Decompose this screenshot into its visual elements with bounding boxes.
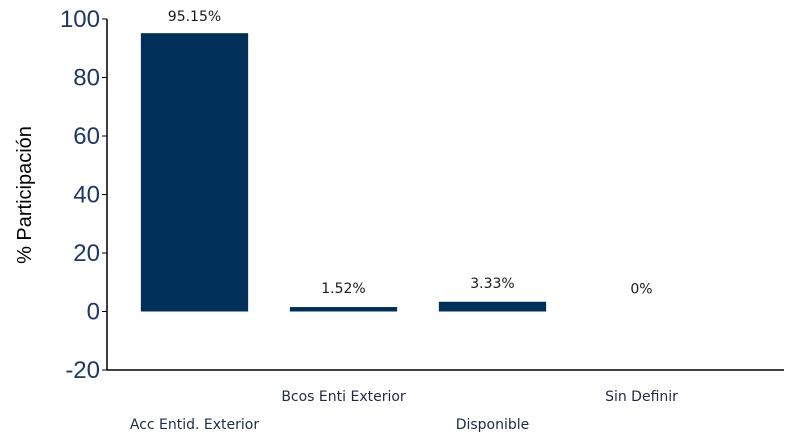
- y-tick-label: 20: [73, 240, 100, 267]
- x-tick-label: Sin Definir: [605, 389, 678, 405]
- bars: [140, 33, 547, 312]
- data-label-3: 3.33%: [470, 276, 514, 292]
- data-label-2: 1.52%: [321, 281, 365, 297]
- y-axis-label: % Participación: [14, 126, 36, 264]
- data-labels: 95.15% 1.52% 3.33% 0%: [168, 9, 653, 297]
- y-tick-label: 80: [73, 65, 100, 92]
- bar-2: [289, 307, 398, 312]
- y-tick-label: 0: [87, 299, 100, 326]
- data-label-1: 95.15%: [168, 9, 221, 25]
- x-tick-label: Bcos Enti Exterior: [281, 389, 406, 405]
- y-axis-ticks: 100 80 60 40 20 0 -20: [60, 6, 107, 384]
- data-label-4: 0%: [630, 282, 652, 298]
- x-axis-ticks: Acc Entid. Exterior Bcos Enti Exterior Dis…: [130, 389, 678, 433]
- y-tick-label: 40: [73, 182, 100, 209]
- bar-1: [140, 33, 249, 312]
- x-tick-label: Disponible: [456, 417, 530, 433]
- y-tick-label: -20: [65, 357, 100, 384]
- y-tick-label: 100: [60, 6, 100, 33]
- x-tick-label: Acc Entid. Exterior: [130, 417, 260, 433]
- bar-3: [438, 301, 547, 312]
- y-tick-label: 60: [73, 123, 100, 150]
